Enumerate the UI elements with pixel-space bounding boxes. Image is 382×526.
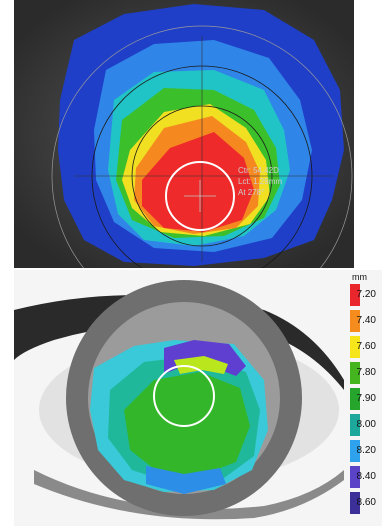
- overlay-blue-lower: [146, 466, 226, 494]
- scale-swatch: [350, 310, 360, 332]
- scale-label: 7.60: [356, 341, 376, 352]
- eye-overlay-figure: [14, 270, 382, 526]
- overlay-green: [124, 372, 250, 476]
- scale-label: 8.00: [356, 419, 376, 430]
- scale-label: 7.20: [356, 289, 376, 300]
- scale-label: 8.60: [356, 497, 376, 508]
- scale-swatch: [350, 362, 360, 384]
- ring-outer: [51, 25, 353, 268]
- topography-map-panel: Ctr: 54.42D Lct: 1.29mm At 278°: [14, 0, 354, 268]
- pupil-outline: [165, 161, 235, 231]
- annotation-ctr: Ctr: 54.42D: [238, 166, 279, 175]
- scale-swatch: [350, 492, 360, 514]
- topography-map: [14, 0, 354, 268]
- annotation-lct: Lct: 1.29mm: [238, 177, 283, 186]
- scale-swatch: [350, 440, 360, 462]
- scale-swatch: [350, 466, 360, 488]
- scale-swatch: [350, 336, 360, 358]
- zone-red: [142, 132, 254, 232]
- scale-swatch: [350, 388, 360, 410]
- scale-swatch: [350, 284, 360, 306]
- pupil-outline-bottom: [153, 365, 215, 427]
- overlay-yellow-band: [174, 356, 228, 374]
- scale-label: 7.40: [356, 315, 376, 326]
- annotation-at: At 278°: [238, 188, 265, 197]
- eye-overlay-panel: mm 7.20 7.40 7.60 7.80 7.90 8.00 8.20 8.40 8.60: [14, 270, 382, 526]
- scale-label: 8.40: [356, 471, 376, 482]
- scale-label: 7.90: [356, 393, 376, 404]
- scale-label: 7.80: [356, 367, 376, 378]
- scale-unit: mm: [352, 272, 367, 282]
- lower-eyelid: [34, 470, 344, 520]
- scale-label: 8.20: [356, 445, 376, 456]
- scale-swatch: [350, 414, 360, 436]
